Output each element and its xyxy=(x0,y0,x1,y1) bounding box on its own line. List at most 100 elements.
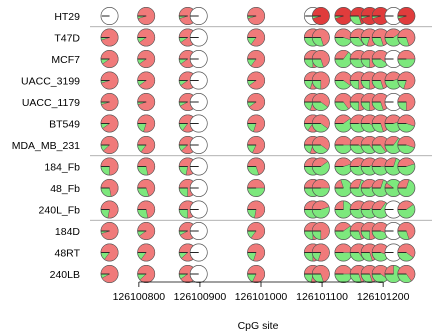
pie-mark xyxy=(100,7,119,25)
pie-mark xyxy=(189,265,208,283)
pie-mark xyxy=(397,28,416,47)
pie-mark xyxy=(384,93,403,111)
row-label: UACC_1179 xyxy=(22,97,80,109)
pie-mark xyxy=(371,7,390,25)
pie-mark xyxy=(247,50,266,68)
pie-mark xyxy=(334,265,353,283)
pie-mark xyxy=(247,222,266,240)
x-tick-label: 126100900 xyxy=(174,291,227,303)
pie-mark xyxy=(137,157,156,176)
pie-mark xyxy=(397,179,416,197)
pie-mark xyxy=(100,93,119,111)
x-axis-label: CpG site xyxy=(238,320,279,332)
row-label: UACC_3199 xyxy=(21,76,80,88)
pie-mark xyxy=(247,157,266,176)
pie-mark xyxy=(384,265,403,283)
pie-mark xyxy=(100,114,119,133)
pie-mark xyxy=(384,114,403,133)
x-tick-label: 126101200 xyxy=(357,291,410,303)
pie-mark xyxy=(137,265,156,283)
pie-mark xyxy=(189,243,208,262)
pie-mark xyxy=(311,28,330,47)
pie-mark xyxy=(137,222,156,240)
pie-grid xyxy=(100,7,416,283)
pie-mark xyxy=(371,93,390,111)
pie-mark xyxy=(384,222,403,240)
pie-mark xyxy=(334,222,353,240)
row-label: MDA_MB_231 xyxy=(12,140,80,152)
pie-mark xyxy=(334,243,353,262)
pie-mark xyxy=(397,71,416,90)
pie-mark xyxy=(397,50,416,68)
pie-mark xyxy=(137,243,156,262)
row-label: 240LB xyxy=(50,269,80,281)
pie-mark xyxy=(311,200,330,219)
pie-mark xyxy=(311,71,330,90)
pie-mark xyxy=(100,179,119,197)
pie-mark xyxy=(371,179,390,197)
pie-mark xyxy=(334,114,353,133)
row-labels: HT29 T47D MCF7 UACC_3199 UACC_1179 BT549 MDA_M… xyxy=(12,11,81,281)
pie-mark xyxy=(397,114,416,133)
pie-mark xyxy=(189,179,208,197)
pie-mark xyxy=(247,7,266,25)
pie-mark xyxy=(334,71,353,90)
x-tick-label: 126101000 xyxy=(235,291,288,303)
pie-mark xyxy=(311,179,330,197)
pie-mark xyxy=(189,50,208,68)
pie-mark xyxy=(397,157,416,176)
pie-mark xyxy=(137,200,156,219)
pie-mark xyxy=(311,222,330,240)
pie-mark xyxy=(311,265,330,283)
pie-mark xyxy=(100,200,119,219)
pie-mark xyxy=(189,157,208,176)
pie-mark xyxy=(311,50,330,68)
x-tick-label: 126100800 xyxy=(113,291,166,303)
pie-mark xyxy=(100,28,119,47)
pie-mark xyxy=(137,114,156,133)
row-label: HT29 xyxy=(54,11,80,23)
pie-mark xyxy=(137,50,156,68)
pie-mark xyxy=(189,136,208,154)
pie-mark xyxy=(100,136,119,154)
pie-mark xyxy=(189,7,208,25)
pie-mark xyxy=(189,222,208,240)
pie-mark xyxy=(247,200,266,219)
pie-mark xyxy=(384,50,403,68)
pie-mark xyxy=(100,71,119,90)
pie-mark xyxy=(334,200,353,219)
pie-mark xyxy=(311,93,330,111)
pie-mark xyxy=(311,7,330,25)
pie-mark xyxy=(247,114,266,133)
row-label: 240L_Fb xyxy=(39,205,81,217)
pie-mark xyxy=(100,243,119,262)
pie-mark xyxy=(334,50,353,68)
x-axis: 126100800 126100900 126101000 126101100 1261… xyxy=(113,281,410,303)
pie-mark xyxy=(247,243,266,262)
pie-mark xyxy=(189,200,208,219)
pie-mark xyxy=(334,157,353,176)
x-tick-label: 126101100 xyxy=(296,291,348,303)
pie-mark xyxy=(397,243,416,262)
pie-mark xyxy=(247,71,266,90)
pie-mark xyxy=(100,157,119,176)
pie-mark xyxy=(311,157,330,176)
pie-mark xyxy=(247,179,266,197)
pie-mark xyxy=(334,179,353,197)
pie-mark xyxy=(334,136,353,154)
pie-mark xyxy=(384,157,403,176)
row-label: MCF7 xyxy=(51,54,80,66)
pie-mark xyxy=(247,93,266,111)
pie-mark xyxy=(371,28,390,47)
pie-mark xyxy=(371,114,390,133)
pie-mark xyxy=(334,93,353,111)
pie-mark xyxy=(397,7,416,25)
pie-mark xyxy=(189,114,208,133)
pie-mark xyxy=(189,71,208,90)
pie-mark xyxy=(100,222,119,240)
pie-mark xyxy=(100,50,119,68)
pie-mark xyxy=(189,28,208,47)
pie-mark xyxy=(247,28,266,47)
pie-mark xyxy=(247,265,266,283)
pie-mark xyxy=(334,28,353,47)
